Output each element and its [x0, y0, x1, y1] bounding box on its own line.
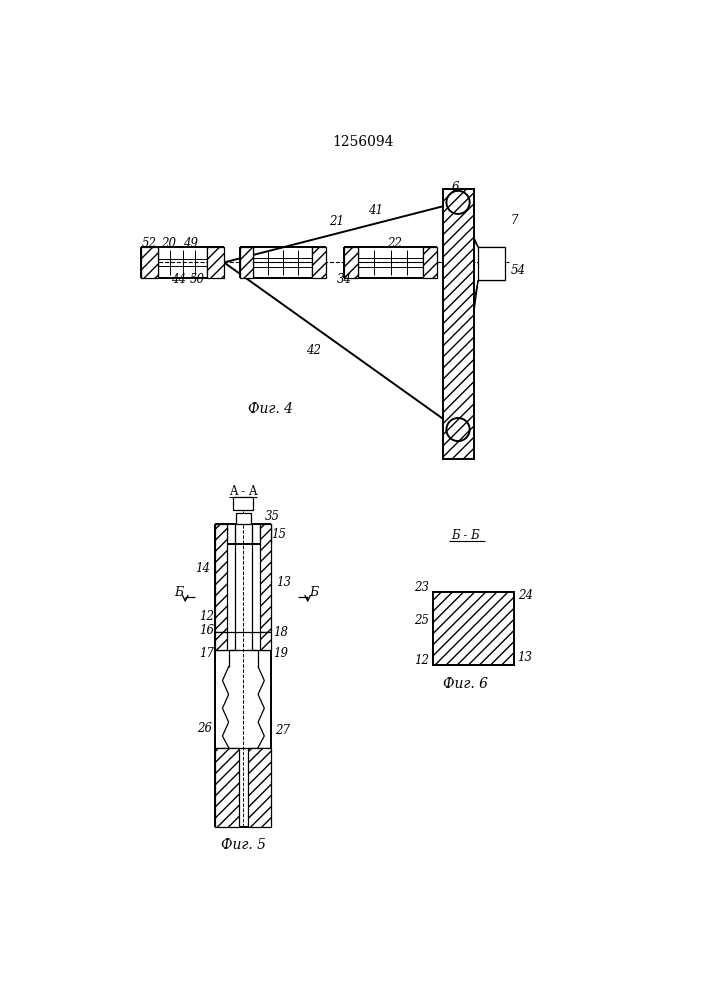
- Text: 19: 19: [273, 647, 288, 660]
- Text: 13: 13: [518, 651, 532, 664]
- Text: 12: 12: [199, 610, 214, 623]
- Bar: [248, 748, 271, 827]
- Text: 34: 34: [337, 273, 351, 286]
- Bar: [216, 524, 227, 544]
- Text: Фиг. 4: Фиг. 4: [248, 402, 293, 416]
- Text: 42: 42: [305, 344, 321, 358]
- Bar: [233, 497, 253, 510]
- Text: 1256094: 1256094: [332, 135, 394, 149]
- Bar: [240, 247, 253, 278]
- Text: Б: Б: [310, 586, 318, 599]
- Text: Фиг. 6: Фиг. 6: [443, 677, 489, 691]
- Text: 24: 24: [518, 589, 532, 602]
- Text: 44: 44: [171, 273, 186, 286]
- Text: 41: 41: [368, 204, 382, 217]
- Text: 20: 20: [160, 237, 176, 250]
- Text: 35: 35: [265, 510, 280, 523]
- Text: A - A: A - A: [229, 485, 257, 498]
- Text: 12: 12: [414, 654, 430, 667]
- Bar: [216, 632, 227, 650]
- Text: 13: 13: [276, 576, 291, 588]
- Bar: [259, 524, 271, 632]
- Text: 22: 22: [387, 237, 402, 250]
- Text: 16: 16: [199, 624, 214, 637]
- Text: Фиг. 5: Фиг. 5: [221, 838, 266, 852]
- Text: 18: 18: [273, 626, 288, 639]
- Bar: [478, 247, 506, 280]
- Bar: [423, 247, 437, 278]
- Text: 15: 15: [271, 528, 286, 541]
- Bar: [433, 592, 514, 665]
- Bar: [216, 748, 239, 827]
- Text: 7: 7: [511, 214, 518, 227]
- Text: Б: Б: [175, 586, 184, 599]
- Bar: [207, 247, 224, 278]
- Text: Б - Б: Б - Б: [452, 529, 480, 542]
- Text: 27: 27: [274, 724, 290, 737]
- Bar: [344, 247, 358, 278]
- Text: 6: 6: [452, 181, 460, 194]
- Text: 25: 25: [414, 614, 430, 627]
- Bar: [141, 247, 158, 278]
- Bar: [312, 247, 327, 278]
- Text: 23: 23: [414, 581, 430, 594]
- Text: 54: 54: [511, 264, 526, 277]
- Text: 21: 21: [329, 215, 344, 228]
- Bar: [216, 524, 227, 632]
- Text: 14: 14: [196, 562, 211, 575]
- Bar: [235, 513, 251, 524]
- Text: 49: 49: [183, 237, 198, 250]
- Text: 52: 52: [141, 237, 156, 250]
- Bar: [259, 524, 271, 544]
- Bar: [443, 189, 474, 459]
- Bar: [259, 632, 271, 650]
- Text: 26: 26: [197, 722, 212, 735]
- Text: 17: 17: [199, 647, 214, 660]
- Text: 50: 50: [189, 273, 204, 286]
